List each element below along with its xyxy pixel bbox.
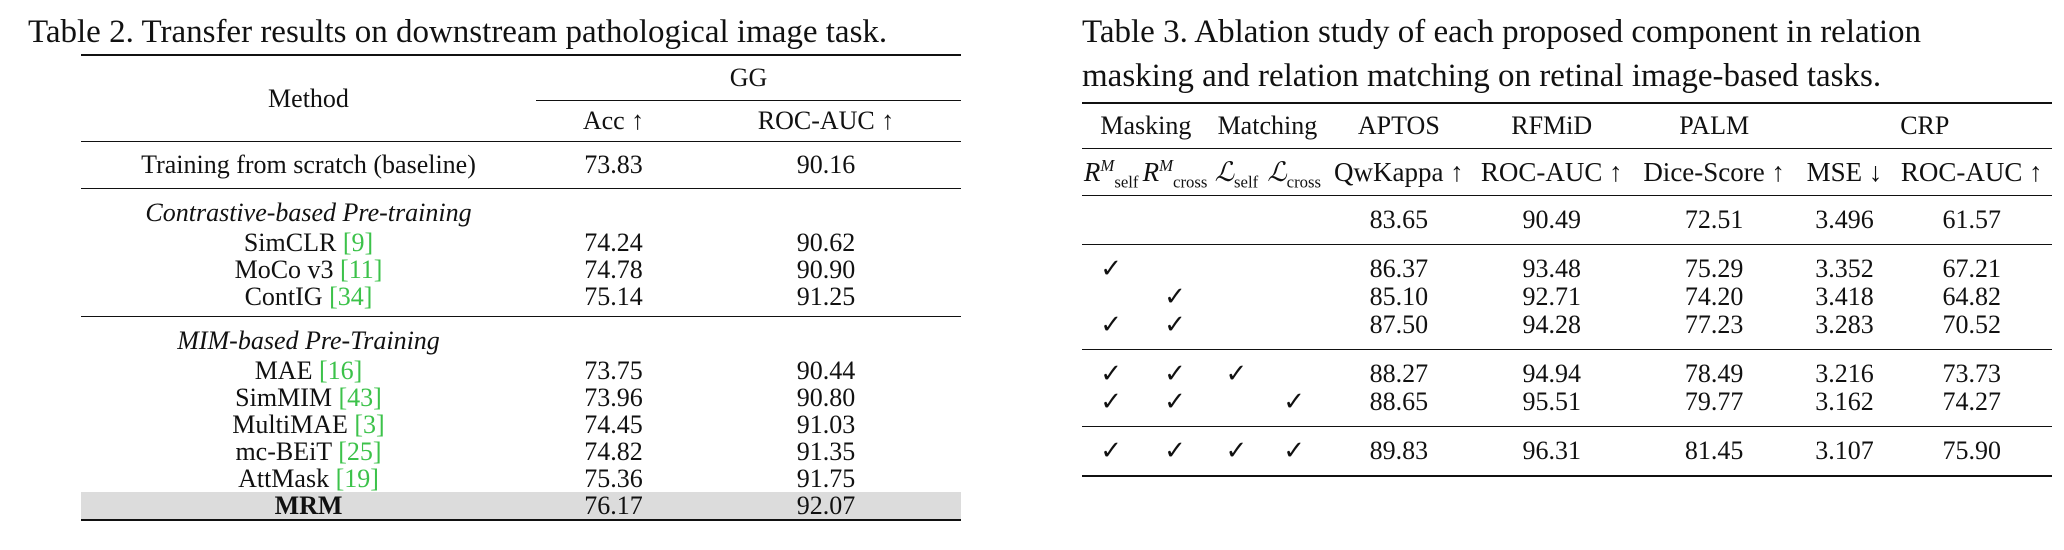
citation-link[interactable]: [25] <box>338 437 382 466</box>
header-r-cross: RMcross <box>1142 155 1208 191</box>
check-mark: ✓ <box>1164 310 1186 339</box>
check-mark <box>1140 244 1210 283</box>
header-dice: Dice-Score ↑ <box>1643 156 1785 187</box>
table-row: ✓ 86.37 93.48 75.29 3.352 67.21 <box>1082 244 2052 283</box>
table-3-caption-line-1: Table 3. Ablation study of each proposed… <box>1082 14 1921 50</box>
header-rfmid: RFMiD <box>1472 103 1631 149</box>
table-row: ✓ ✓ ✓ 88.27 94.94 78.49 3.216 73.73 <box>1082 349 2052 388</box>
table-row: AttMask [19] 75.36 91.75 <box>238 464 856 493</box>
check-mark: ✓ <box>1082 426 1141 476</box>
table-row: Training from scratch (baseline) 73.83 9… <box>81 141 961 189</box>
header-r-self: RMself <box>1083 155 1139 191</box>
table-3-caption-line-2: masking and relation matching on retinal… <box>1082 58 1882 94</box>
header-mse: MSE ↓ <box>1806 156 1883 187</box>
citation-link[interactable]: [9] <box>342 228 374 257</box>
check-mark: ✓ <box>1283 387 1306 416</box>
table-row: SimMIM [43] 73.96 90.80 <box>235 383 856 412</box>
table-row: ContIG [34] 75.14 91.25 <box>244 282 856 311</box>
table-3-grid: Masking Matching APTOS RFMiD PALM CRP RM… <box>1082 102 2052 477</box>
check-mark: ✓ <box>1209 349 1264 388</box>
header-acc: Acc ↑ <box>582 106 645 135</box>
check-mark: ✓ <box>1100 387 1123 416</box>
check-mark: ✓ <box>1209 426 1264 476</box>
table-row-highlighted: MRM 76.17 92.07 <box>81 492 961 520</box>
table-3: Table 3. Ablation study of each proposed… <box>1082 10 2052 477</box>
table-row: ✓ ✓ ✓ ✓ 89.83 96.31 81.45 3.107 75.90 <box>1082 426 2052 476</box>
header-rfmid-rocauc: ROC-AUC ↑ <box>1480 156 1623 187</box>
check-mark: ✓ <box>1164 282 1186 311</box>
table-row: 83.65 90.49 72.51 3.496 61.57 <box>1082 195 2052 245</box>
table-2: Table 2. Transfer results on downstream … <box>28 10 988 521</box>
table-2-grid: Method GG Acc ↑ ROC-AUC ↑ Training from … <box>81 54 961 521</box>
header-matching: Matching <box>1209 103 1326 149</box>
header-rocauc: ROC-AUC ↑ <box>757 106 895 135</box>
table-row: ✓ ✓ ✓ 88.65 95.51 79.77 3.162 74.27 <box>1082 388 2052 427</box>
table-row: mc-BEiT [25] 74.82 91.35 <box>235 437 856 466</box>
header-l-cross: ℒcross <box>1267 156 1322 191</box>
section-heading: MIM-based Pre-Training <box>81 316 961 357</box>
header-qwkappa: QwKappa ↑ <box>1334 156 1464 187</box>
section-heading: Contrastive-based Pre-training <box>81 188 961 229</box>
check-mark: ✓ <box>1140 349 1210 388</box>
header-crp: CRP <box>1797 103 2052 149</box>
table-row: ✓ 85.10 92.71 74.20 3.418 64.82 <box>1082 283 2052 311</box>
header-aptos: APTOS <box>1325 103 1473 149</box>
citation-link[interactable]: [16] <box>318 356 363 385</box>
table-row: MultiMAE [3] 74.45 91.03 <box>232 410 856 439</box>
header-l-self: ℒself <box>1214 156 1259 191</box>
citation-link[interactable]: [19] <box>335 464 379 493</box>
check-mark: ✓ <box>1100 310 1123 339</box>
citation-link[interactable]: [43] <box>338 383 382 412</box>
header-gg: GG <box>536 55 961 101</box>
check-mark <box>1210 388 1263 427</box>
table-row: SimCLR [9] 74.24 90.62 <box>243 228 856 257</box>
check-mark: ✓ <box>1140 426 1210 476</box>
table-row: MoCo v3 [11] 74.78 90.90 <box>234 255 856 284</box>
header-masking: Masking <box>1082 103 1210 149</box>
header-crp-rocauc: ROC-AUC ↑ <box>1900 156 2043 187</box>
table-row: ✓ ✓ 87.50 94.28 77.23 3.283 70.52 <box>1082 311 2052 350</box>
check-mark: ✓ <box>1263 426 1326 476</box>
header-method: Method <box>268 83 349 113</box>
citation-link[interactable]: [11] <box>340 255 383 284</box>
citation-link[interactable]: [34] <box>329 282 373 311</box>
check-mark <box>1082 283 1140 311</box>
table-2-caption: Table 2. Transfer results on downstream … <box>28 14 888 50</box>
citation-link[interactable]: [3] <box>354 410 385 439</box>
check-mark: ✓ <box>1082 244 1141 283</box>
check-mark <box>1263 349 1326 388</box>
check-mark: ✓ <box>1082 349 1141 388</box>
check-mark: ✓ <box>1164 387 1186 416</box>
table-row: MAE [16] 73.75 90.44 <box>254 356 856 385</box>
header-palm: PALM <box>1630 103 1798 149</box>
